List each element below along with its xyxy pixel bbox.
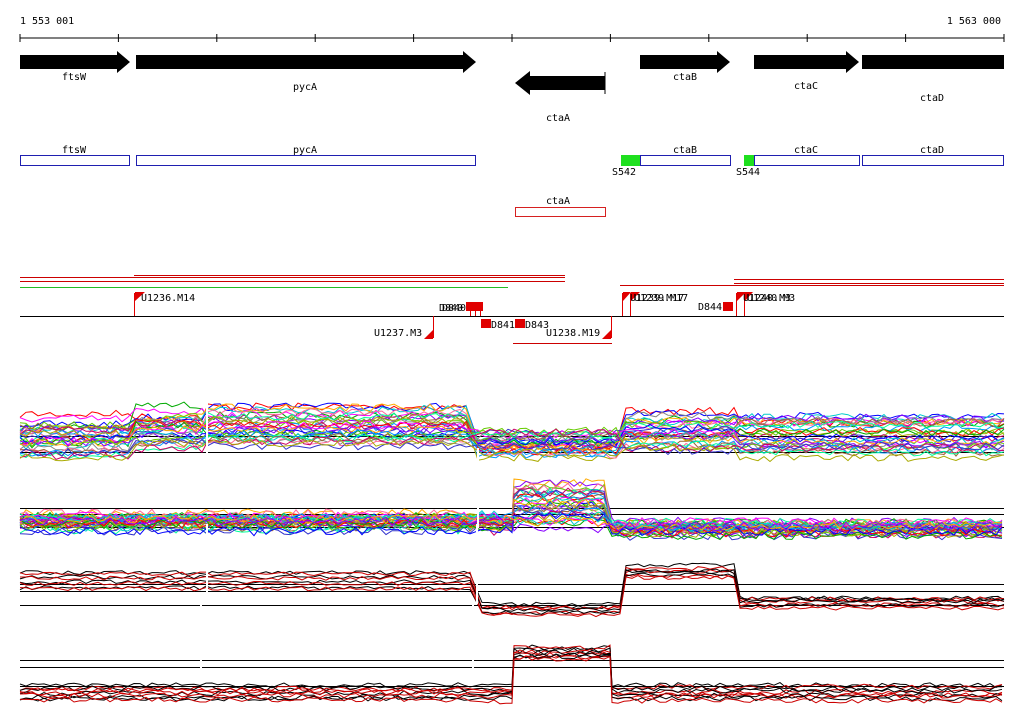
gene-arrow-ctaA[interactable]: ctaA <box>515 71 606 124</box>
gene-box-ctaC[interactable]: ctaC <box>754 145 860 166</box>
expression-profile <box>19 516 1003 534</box>
svg-text:ftsW: ftsW <box>62 72 87 83</box>
expression-profile <box>19 655 1003 705</box>
expression-profile <box>19 653 1003 702</box>
gene-arrow-ftsW[interactable]: ftsW <box>20 51 130 83</box>
svg-text:ftsW: ftsW <box>62 145 87 156</box>
expression-profile <box>19 438 1005 457</box>
expression-profile <box>19 420 1005 449</box>
feature-U1237.M3[interactable]: U1237.M3 <box>374 316 434 339</box>
gene-box-ftsW[interactable]: ftsW <box>20 145 130 166</box>
svg-text:S542: S542 <box>612 167 636 178</box>
expression-profile <box>19 438 1005 463</box>
transcript-lines <box>20 275 1004 344</box>
expression-panel-3 <box>19 524 1005 618</box>
start-coordinate: 1 553 001 <box>20 16 74 27</box>
svg-text:pycA: pycA <box>293 82 317 93</box>
feature-track: U1236.M14 D840 D840 U1237.M3 D841 D843 <box>20 292 1004 339</box>
feature-U1239.M17[interactable]: U1239.M17 U1239.M17 <box>622 292 689 316</box>
svg-text:ctaC: ctaC <box>794 81 818 92</box>
feature-D844[interactable]: D844 <box>698 302 733 313</box>
expression-profile <box>19 644 1003 689</box>
feature-D843[interactable]: D843 <box>515 319 549 331</box>
gene-arrow-ctaC[interactable]: ctaC <box>754 51 859 92</box>
expression-profile <box>19 430 1005 455</box>
expression-profile <box>19 572 1005 615</box>
svg-text:U1239.M17: U1239.M17 <box>634 293 688 304</box>
svg-text:ctaA: ctaA <box>546 113 570 124</box>
sigma-site-S544[interactable]: S544 <box>736 155 760 178</box>
gene-box-ctaA[interactable]: ctaA <box>515 196 606 217</box>
expression-panel-4 <box>19 600 1004 705</box>
gene-box-ctaB[interactable]: ctaB <box>640 145 731 166</box>
svg-text:U1239.M17: U1239.M17 <box>630 293 684 304</box>
expression-profile <box>19 418 1005 456</box>
expression-panels <box>19 376 1005 705</box>
expression-panel-2 <box>19 448 1004 541</box>
expression-profile <box>19 514 1003 531</box>
expression-profile <box>19 649 1002 696</box>
feature-U1240.M3[interactable]: U1240.M3 U1240.M3 <box>736 292 796 316</box>
expression-panel-1 <box>19 376 1005 463</box>
expression-profile <box>19 404 1005 447</box>
svg-text:D843: D843 <box>525 320 549 331</box>
expression-profile <box>19 420 1005 459</box>
sigma-site-S542[interactable]: S542 <box>612 155 640 178</box>
end-coordinate: 1 563 000 <box>947 16 1001 27</box>
svg-text:U1237.M3: U1237.M3 <box>374 328 422 339</box>
gene-arrow-ctaD[interactable]: ctaD <box>862 55 1004 104</box>
gene-arrow-ctaB[interactable]: ctaB <box>640 51 730 83</box>
svg-text:D844: D844 <box>698 302 722 313</box>
feature-D841[interactable]: D841 <box>481 319 515 331</box>
expression-profile <box>19 431 1005 452</box>
svg-text:U1238.M19: U1238.M19 <box>546 328 600 339</box>
gene-box-ctaD[interactable]: ctaD <box>862 145 1004 166</box>
expression-profile <box>19 568 1005 612</box>
svg-text:D840: D840 <box>442 303 466 314</box>
svg-text:U1240.M3: U1240.M3 <box>743 293 791 304</box>
svg-text:U1240.M3: U1240.M3 <box>747 293 795 304</box>
coordinate-ruler: 1 553 001 1 563 000 <box>19 16 1005 42</box>
gene-arrow-pycA[interactable]: pycA <box>136 51 476 93</box>
expression-profile <box>19 573 1005 616</box>
svg-text:S544: S544 <box>736 167 760 178</box>
svg-text:ctaB: ctaB <box>673 145 697 156</box>
expression-profile <box>19 430 1005 460</box>
expression-profile <box>19 512 1003 537</box>
svg-text:ctaD: ctaD <box>920 93 944 104</box>
svg-text:D841: D841 <box>491 320 515 331</box>
expression-profile <box>19 562 1005 607</box>
expression-profile <box>19 511 1003 528</box>
expression-profile <box>19 575 1005 618</box>
expression-profile <box>19 411 1005 445</box>
gene-box-track: ftsW pycA ctaB ctaC ctaD S542 S544 ctaA <box>20 145 1004 217</box>
gene-box-pycA[interactable]: pycA <box>136 145 476 166</box>
svg-text:D840: D840 <box>439 303 463 314</box>
svg-text:ctaB: ctaB <box>673 72 697 83</box>
svg-text:U1236.M14: U1236.M14 <box>141 293 195 304</box>
svg-text:pycA: pycA <box>293 145 317 156</box>
expression-profile <box>19 428 1005 460</box>
feature-U1238.M19[interactable]: U1238.M19 <box>546 316 612 339</box>
expression-profile <box>19 428 1005 458</box>
svg-text:ctaA: ctaA <box>546 196 570 207</box>
expression-profile <box>19 569 1005 611</box>
feature-D840-cluster[interactable]: D840 D840 <box>439 302 483 316</box>
gene-arrow-track: ftsW pycA ctaA ctaB ctaC ctaD <box>20 51 1004 124</box>
feature-U1236.M14[interactable]: U1236.M14 <box>134 292 196 316</box>
svg-text:ctaD: ctaD <box>920 145 944 156</box>
expression-profile <box>19 407 1005 447</box>
svg-text:ctaC: ctaC <box>794 145 818 156</box>
